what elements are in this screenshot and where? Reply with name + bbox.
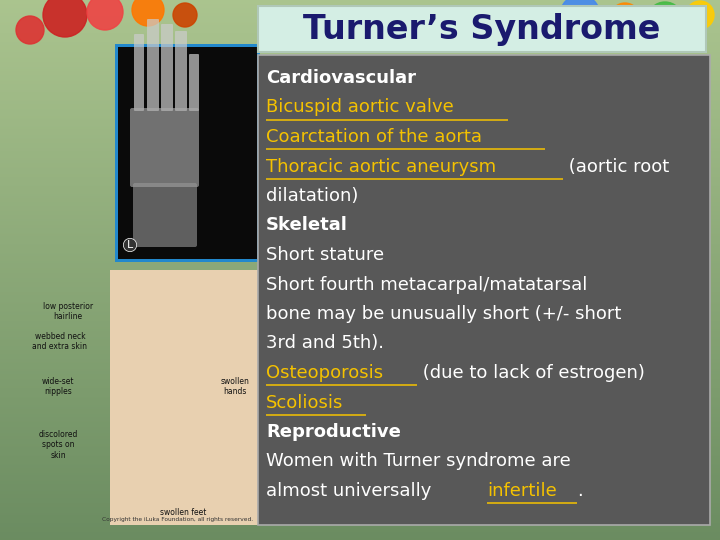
FancyBboxPatch shape [258,55,710,525]
Text: Turner’s Syndrome: Turner’s Syndrome [303,12,661,45]
Text: Osteoporosis: Osteoporosis [266,364,383,382]
Text: Reproductive: Reproductive [266,423,401,441]
FancyBboxPatch shape [118,47,257,259]
Text: Scoliosis: Scoliosis [266,394,343,411]
Text: L: L [127,240,133,250]
Circle shape [43,0,87,37]
Text: Cardiovascular: Cardiovascular [266,69,416,87]
Circle shape [686,1,714,29]
FancyBboxPatch shape [175,31,187,111]
Text: 3rd and 5th).: 3rd and 5th). [266,334,384,353]
Text: Short stature: Short stature [266,246,384,264]
Text: discolored
spots on
skin: discolored spots on skin [38,430,78,460]
Text: bone may be unusually short (+/- short: bone may be unusually short (+/- short [266,305,621,323]
Circle shape [87,0,123,30]
FancyBboxPatch shape [130,108,199,187]
FancyBboxPatch shape [110,270,258,525]
Text: .: . [577,482,582,500]
FancyBboxPatch shape [161,24,173,111]
FancyBboxPatch shape [189,54,199,111]
Text: Copyright the iLuka Foundation, all rights reserved.: Copyright the iLuka Foundation, all righ… [102,517,253,522]
Circle shape [638,20,658,40]
FancyBboxPatch shape [147,19,159,111]
Text: infertile: infertile [487,482,557,500]
Text: Skeletal: Skeletal [266,217,348,234]
Text: webbed neck
and extra skin: webbed neck and extra skin [32,332,88,352]
Text: low posterior
hairline: low posterior hairline [43,302,93,321]
Text: Thoracic aortic aneurysm: Thoracic aortic aneurysm [266,158,496,176]
Text: wide-set
nipples: wide-set nipples [42,377,74,396]
FancyBboxPatch shape [258,6,706,52]
Text: swollen
hands: swollen hands [220,377,249,396]
Text: (aortic root: (aortic root [563,158,669,176]
Text: Short fourth metacarpal/matatarsal: Short fourth metacarpal/matatarsal [266,275,588,294]
Text: almost universally: almost universally [266,482,437,500]
Text: swollen feet: swollen feet [160,508,206,517]
Circle shape [173,3,197,27]
Circle shape [647,2,683,38]
FancyBboxPatch shape [134,34,144,111]
Text: Women with Turner syndrome are: Women with Turner syndrome are [266,453,571,470]
Text: dilatation): dilatation) [266,187,359,205]
Circle shape [16,16,44,44]
FancyBboxPatch shape [115,44,260,262]
FancyBboxPatch shape [133,183,197,247]
Circle shape [132,0,164,26]
Text: Coarctation of the aorta: Coarctation of the aorta [266,128,482,146]
Text: Bicuspid aortic valve: Bicuspid aortic valve [266,98,454,117]
Circle shape [610,3,640,33]
Text: (due to lack of estrogen): (due to lack of estrogen) [417,364,645,382]
Circle shape [560,0,600,35]
